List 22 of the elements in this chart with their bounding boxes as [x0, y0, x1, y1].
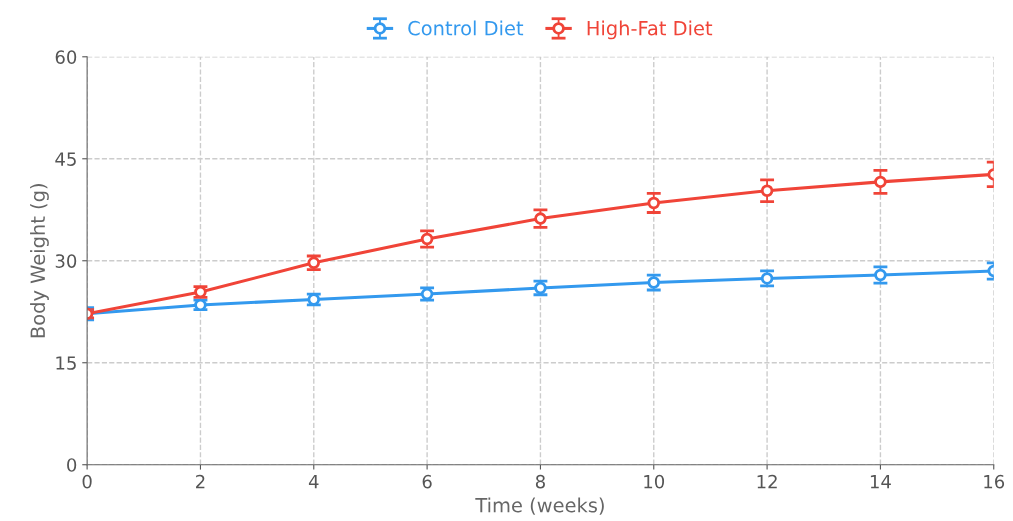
legend-label: High-Fat Diet [587, 20, 713, 40]
x-tick-label: 14 [870, 475, 891, 489]
x-tick-label: 8 [535, 474, 545, 489]
legend-label: Control Diet [408, 20, 524, 36]
x-tick-label: 2 [196, 474, 205, 489]
point [760, 184, 774, 197]
y-tick-label: 45 [55, 152, 76, 166]
y-tick-label: 60 [55, 50, 77, 64]
x-tick-label: 4 [308, 475, 319, 489]
y-tick-label: 30 [55, 254, 77, 268]
y-tick-label: 0 [67, 458, 77, 472]
x-tick-label: 16 [984, 474, 1005, 489]
y-tick-label: 15 [56, 356, 76, 370]
x-axis-title: Time (weeks) [475, 497, 604, 515]
x-tick-label: 6 [422, 474, 432, 489]
x-tick-label: 0 [82, 474, 92, 489]
x-tick-label: 10 [644, 474, 665, 489]
point [874, 175, 887, 189]
point [534, 212, 547, 225]
x-tick-label: 12 [757, 474, 777, 489]
point [647, 196, 661, 210]
y-axis-title: Body Weight (g) [30, 184, 49, 338]
